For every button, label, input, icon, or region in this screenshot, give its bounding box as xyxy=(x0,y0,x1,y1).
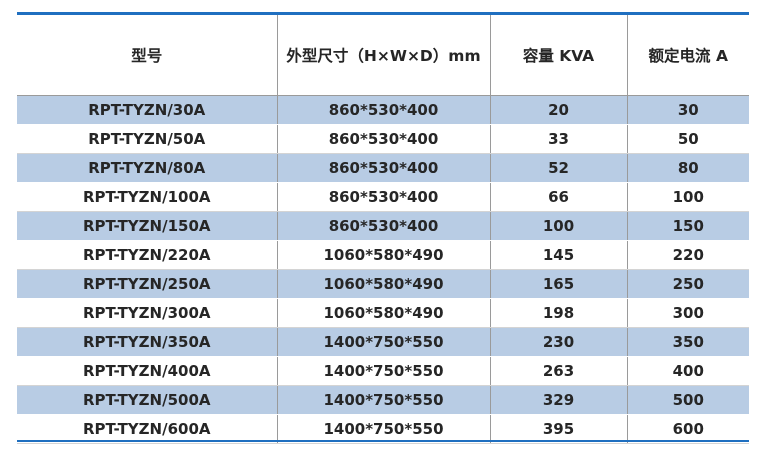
cell-model: RPT-TYZN/500A xyxy=(17,385,278,415)
table-row: RPT-TYZN/350A 1400*750*550 230 350 xyxy=(17,327,749,357)
cell-model: RPT-TYZN/50A xyxy=(17,124,278,154)
cell-dimensions: 1400*750*550 xyxy=(276,327,491,357)
table-row: RPT-TYZN/80A 860*530*400 52 80 xyxy=(17,153,749,183)
table-body: RPT-TYZN/30A 860*530*400 20 30 RPT-TYZN/50A 8… xyxy=(17,95,749,444)
table-header-row: 型号 外型尺寸（H×W×D）mm 容量 KVA 额定电流 A xyxy=(17,15,749,96)
table-top-rule xyxy=(17,12,749,15)
cell-dimensions: 1400*750*550 xyxy=(276,385,491,415)
cell-model: RPT-TYZN/600A xyxy=(17,414,278,444)
cell-capacity: 263 xyxy=(489,356,628,386)
cell-capacity: 198 xyxy=(489,298,628,328)
cell-rated-current: 600 xyxy=(626,414,749,444)
cell-capacity: 395 xyxy=(489,414,628,444)
cell-model: RPT-TYZN/350A xyxy=(17,327,278,357)
cell-capacity: 329 xyxy=(489,385,628,415)
table-row: RPT-TYZN/300A 1060*580*490 198 300 xyxy=(17,298,749,328)
cell-rated-current: 100 xyxy=(626,182,749,212)
table-row: RPT-TYZN/250A 1060*580*490 165 250 xyxy=(17,269,749,299)
cell-rated-current: 300 xyxy=(626,298,749,328)
cell-rated-current: 220 xyxy=(626,240,749,270)
table-row: RPT-TYZN/100A 860*530*400 66 100 xyxy=(17,182,749,212)
cell-model: RPT-TYZN/400A xyxy=(17,356,278,386)
cell-model: RPT-TYZN/150A xyxy=(17,211,278,241)
table-row: RPT-TYZN/500A 1400*750*550 329 500 xyxy=(17,385,749,415)
cell-model: RPT-TYZN/30A xyxy=(17,95,278,125)
header-capacity: 容量 KVA xyxy=(489,15,628,96)
cell-capacity: 230 xyxy=(489,327,628,357)
cell-rated-current: 80 xyxy=(626,153,749,183)
cell-rated-current: 350 xyxy=(626,327,749,357)
cell-capacity: 52 xyxy=(489,153,628,183)
cell-capacity: 100 xyxy=(489,211,628,241)
table-row: RPT-TYZN/400A 1400*750*550 263 400 xyxy=(17,356,749,386)
cell-dimensions: 1060*580*490 xyxy=(276,240,491,270)
table-row: RPT-TYZN/50A 860*530*400 33 50 xyxy=(17,124,749,154)
cell-model: RPT-TYZN/80A xyxy=(17,153,278,183)
cell-dimensions: 1400*750*550 xyxy=(276,356,491,386)
cell-dimensions: 860*530*400 xyxy=(276,182,491,212)
spec-table-container: 型号 外型尺寸（H×W×D）mm 容量 KVA 额定电流 A RPT-TYZN/… xyxy=(17,12,749,444)
cell-capacity: 66 xyxy=(489,182,628,212)
cell-dimensions: 1060*580*490 xyxy=(276,269,491,299)
table-row: RPT-TYZN/600A 1400*750*550 395 600 xyxy=(17,414,749,444)
cell-dimensions: 860*530*400 xyxy=(276,153,491,183)
cell-capacity: 165 xyxy=(489,269,628,299)
header-rated-current: 额定电流 A xyxy=(626,15,749,96)
table-bottom-rule xyxy=(17,440,749,442)
cell-capacity: 20 xyxy=(489,95,628,125)
cell-dimensions: 1400*750*550 xyxy=(276,414,491,444)
header-dimensions: 外型尺寸（H×W×D）mm xyxy=(276,15,491,96)
cell-dimensions: 860*530*400 xyxy=(276,211,491,241)
table-row: RPT-TYZN/30A 860*530*400 20 30 xyxy=(17,95,749,125)
cell-model: RPT-TYZN/250A xyxy=(17,269,278,299)
cell-dimensions: 860*530*400 xyxy=(276,95,491,125)
cell-rated-current: 250 xyxy=(626,269,749,299)
cell-rated-current: 400 xyxy=(626,356,749,386)
cell-dimensions: 860*530*400 xyxy=(276,124,491,154)
table-row: RPT-TYZN/220A 1060*580*490 145 220 xyxy=(17,240,749,270)
spec-table: 型号 外型尺寸（H×W×D）mm 容量 KVA 额定电流 A RPT-TYZN/… xyxy=(17,15,749,444)
cell-capacity: 145 xyxy=(489,240,628,270)
table-row: RPT-TYZN/150A 860*530*400 100 150 xyxy=(17,211,749,241)
cell-rated-current: 30 xyxy=(626,95,749,125)
cell-model: RPT-TYZN/220A xyxy=(17,240,278,270)
cell-capacity: 33 xyxy=(489,124,628,154)
cell-model: RPT-TYZN/300A xyxy=(17,298,278,328)
header-model: 型号 xyxy=(17,15,278,96)
cell-rated-current: 150 xyxy=(626,211,749,241)
cell-rated-current: 50 xyxy=(626,124,749,154)
cell-rated-current: 500 xyxy=(626,385,749,415)
cell-dimensions: 1060*580*490 xyxy=(276,298,491,328)
cell-model: RPT-TYZN/100A xyxy=(17,182,278,212)
